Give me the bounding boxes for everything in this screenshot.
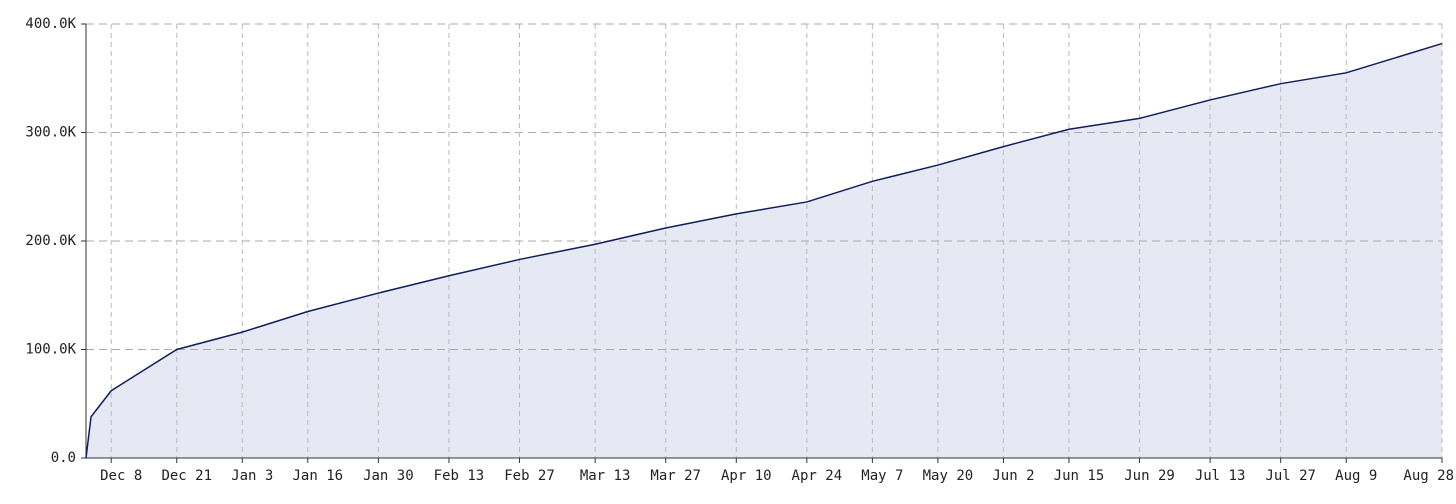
x-tick-label: Feb 13: [434, 468, 485, 484]
x-tick-label: Jan 16: [293, 468, 344, 484]
x-tick-label: Jun 29: [1124, 468, 1175, 484]
y-tick-label: 0.0: [51, 450, 76, 466]
x-tick-label: Jan 3: [231, 468, 273, 484]
x-tick-label: Aug 28: [1403, 468, 1454, 484]
x-tick-label: Jun 2: [992, 468, 1034, 484]
x-tick-label: Dec 21: [161, 468, 212, 484]
area: [86, 43, 1442, 458]
y-tick-label: 400.0K: [25, 16, 76, 32]
x-tick-label: Dec 8: [100, 468, 142, 484]
y-tick-label: 300.0K: [25, 125, 76, 141]
x-tick-label: May 7: [861, 468, 903, 484]
x-tick-label: Mar 13: [580, 468, 631, 484]
x-tick-label: Mar 27: [650, 468, 701, 484]
x-tick-label: Jul 13: [1195, 468, 1246, 484]
x-tick-label: Jun 15: [1054, 468, 1105, 484]
y-tick-label: 200.0K: [25, 233, 76, 249]
x-tick-label: Apr 24: [792, 468, 843, 484]
y-tick-label: 100.0K: [25, 342, 76, 358]
x-tick-label: Jan 30: [363, 468, 414, 484]
x-tick-label: Jul 27: [1265, 468, 1316, 484]
x-tick-label: May 20: [923, 468, 974, 484]
line: [85, 42, 1443, 459]
x-tick-label: Apr 10: [721, 468, 772, 484]
x-tick-label: Aug 9: [1335, 468, 1377, 484]
x-tick-label: Feb 27: [504, 468, 555, 484]
